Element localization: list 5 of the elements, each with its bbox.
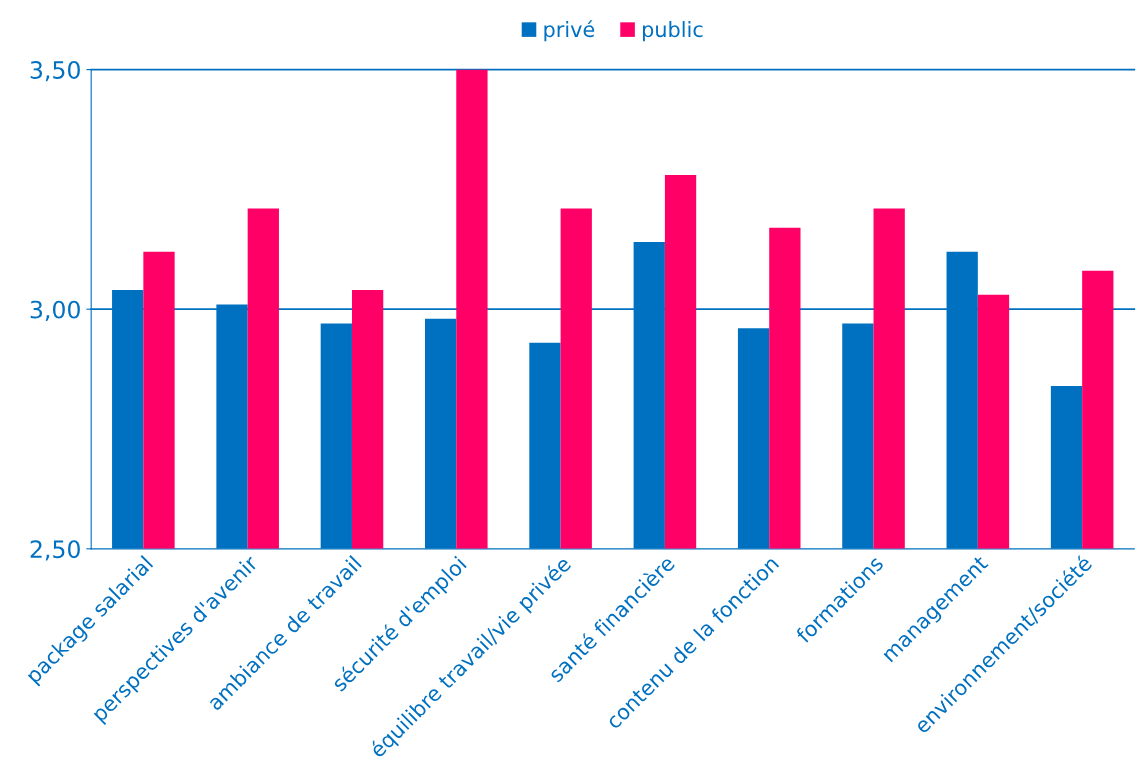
y-tick-label: 2,50 <box>30 540 80 561</box>
y-tick-label: 3,50 <box>30 61 80 82</box>
legend-label: public <box>643 21 703 42</box>
y-tick-label: 3,00 <box>30 300 80 321</box>
legend-label: privé <box>544 20 595 42</box>
